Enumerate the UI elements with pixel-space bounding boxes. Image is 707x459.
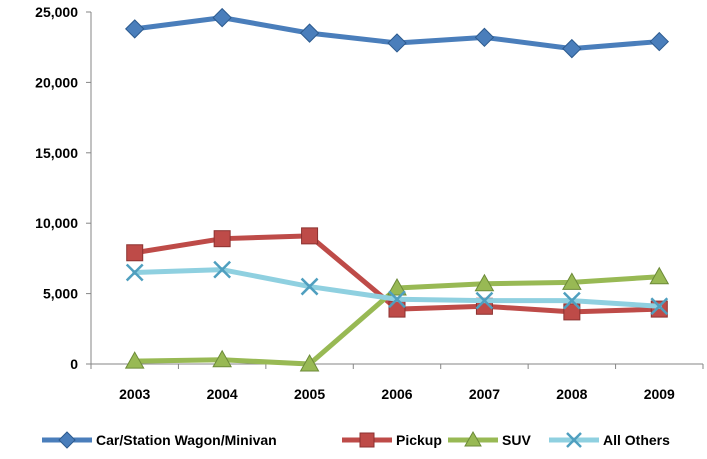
x-tick-label: 2003 [119,386,150,402]
data-point-triangle [299,353,320,372]
data-point-diamond [212,7,232,28]
data-point-x [125,263,144,282]
data-point-triangle [464,430,482,447]
data-point-square [359,432,375,448]
data-point-square [563,303,581,321]
data-point-diamond [299,23,320,43]
y-tick-label: 25,000 [35,4,78,20]
data-point-x [562,291,581,310]
x-tick-label: 2005 [294,386,325,402]
x-tick-label: 2009 [644,386,675,402]
series-all-others [125,260,669,316]
series-suv [124,266,670,372]
axes: 0 5,000 10,000 15,000 20,000 25,000 2003 2004 20… [35,4,704,402]
legend-item: Pickup [342,432,442,448]
data-point-x [650,297,669,316]
y-tick-label: 15,000 [35,145,78,161]
data-point-square [213,230,231,248]
data-point-diamond [387,33,407,53]
data-point-triangle [212,349,232,368]
legend-label: SUV [502,432,531,448]
legend-item: SUV [448,430,531,448]
data-point-triangle [474,273,495,292]
data-point-square [301,227,319,245]
data-point-triangle [562,272,582,290]
legend-item: All Others [549,432,670,448]
data-point-x [300,277,319,296]
x-tick-label: 2004 [207,386,238,402]
legend-item: Car/Station Wagon/Minivan [42,431,277,449]
y-tick-label: 20,000 [35,74,78,90]
data-point-diamond [125,19,145,39]
legend-label: Car/Station Wagon/Minivan [96,432,277,448]
y-tick-label: 5,000 [43,286,78,302]
series-pickup [126,227,668,321]
data-point-x [213,260,232,279]
data-point-diamond [649,31,669,52]
legend-label: Pickup [396,432,442,448]
data-point-diamond [58,431,76,449]
legend: Car/Station Wagon/Minivan Pickup SUV All Ot… [42,430,670,449]
data-point-square [126,244,144,262]
y-tick-label: 0 [70,356,78,372]
y-tick-label: 10,000 [35,215,78,231]
series-group [124,7,670,372]
data-point-triangle [649,266,670,285]
data-point-triangle [124,351,145,369]
x-tick-label: 2008 [556,386,587,402]
x-tick-label: 2007 [469,386,500,402]
data-point-diamond [474,27,495,48]
data-point-triangle [387,277,407,296]
data-point-diamond [562,38,582,59]
data-point-x [566,432,582,448]
data-point-x [475,291,494,310]
legend-label: All Others [603,432,670,448]
data-point-x [388,290,406,309]
series-car-station-wagon-minivan [125,7,669,59]
x-tick-label: 2006 [381,386,412,402]
